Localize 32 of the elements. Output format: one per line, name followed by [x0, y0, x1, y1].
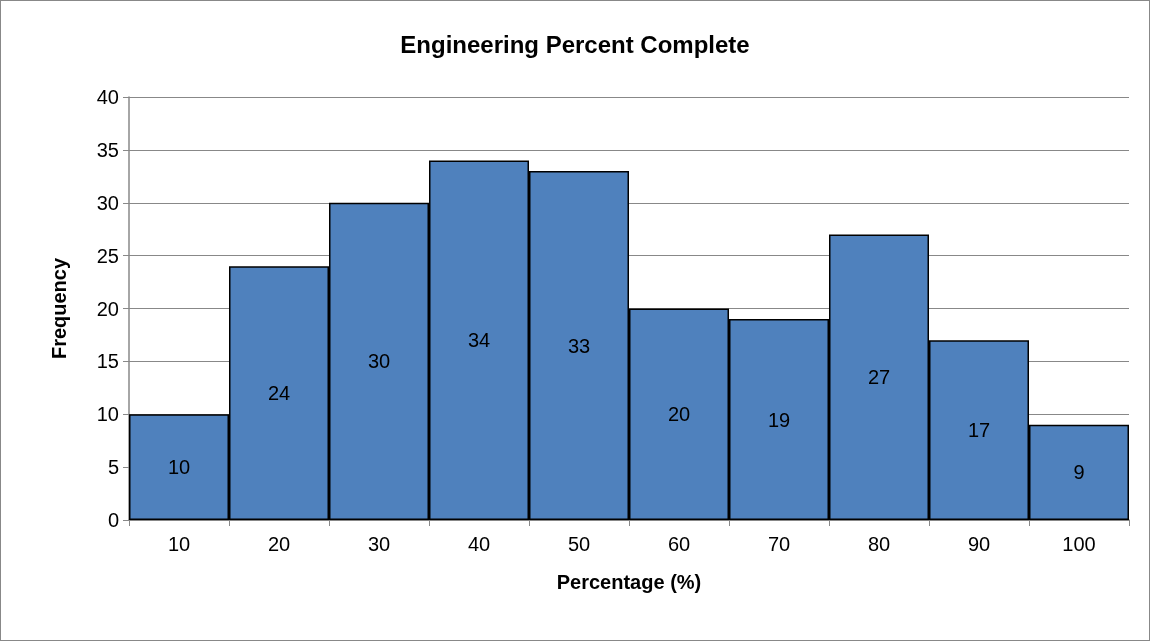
y-tick-label: 25 [96, 244, 119, 267]
data-label: 33 [567, 334, 591, 357]
x-tick-label: 60 [667, 533, 691, 555]
data-label: 9 [1073, 461, 1085, 484]
x-tick-label: 90 [967, 533, 991, 555]
y-tick-label: 20 [96, 297, 119, 320]
x-tick-label: 50 [567, 533, 591, 555]
data-label: 27 [867, 366, 891, 389]
x-tick-label: 80 [867, 533, 891, 555]
x-tick-label: 20 [267, 533, 291, 555]
y-axis-title: Frequency [48, 257, 70, 360]
chart-title: Engineering Percent Complete [400, 30, 750, 58]
y-tick-label: 15 [96, 350, 119, 373]
y-tick-label: 40 [96, 86, 119, 108]
x-tick-label: 70 [767, 533, 791, 555]
data-label: 34 [467, 329, 491, 352]
y-tick-label: 35 [96, 138, 119, 161]
data-label: 30 [367, 350, 391, 373]
data-label: 19 [767, 408, 791, 431]
x-tick-label: 10 [167, 533, 191, 555]
data-label: 24 [267, 382, 291, 405]
x-tick-label: 100 [1062, 533, 1096, 555]
x-axis-title: Percentage (%) [556, 571, 702, 593]
x-tick-label: 30 [367, 533, 391, 555]
y-tick-label: 30 [96, 191, 119, 214]
y-tick-label: 10 [96, 403, 119, 426]
x-tick-label: 40 [467, 533, 491, 555]
data-label: 10 [167, 456, 191, 479]
data-label: 20 [667, 403, 691, 426]
data-label: 17 [967, 419, 991, 442]
y-tick-label: 5 [107, 456, 119, 479]
y-tick-label: 0 [107, 509, 119, 531]
